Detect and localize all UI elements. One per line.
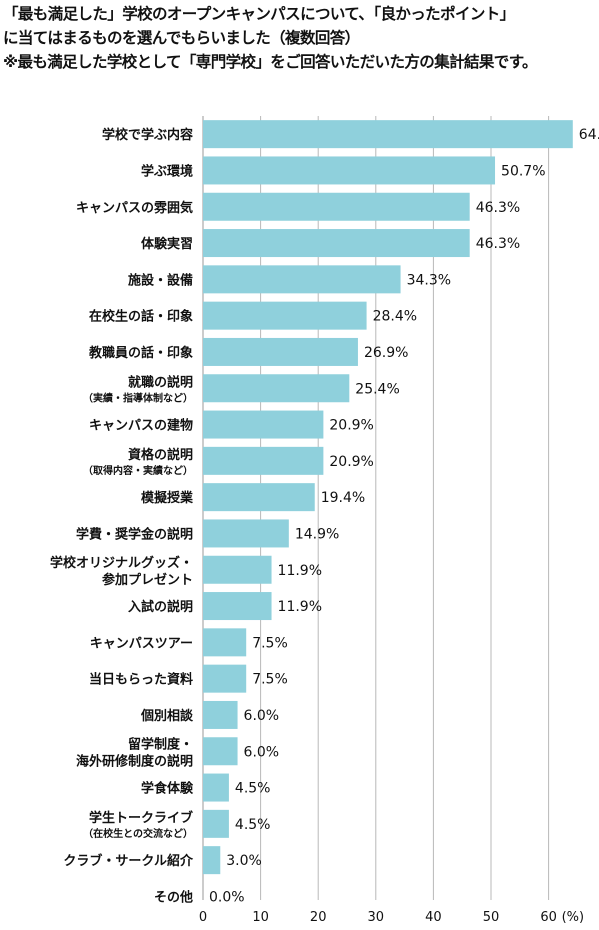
x-tick-label-20: 20 (310, 910, 327, 925)
bar-5 (203, 301, 367, 330)
title-line-2: に当てはまるものを選んでもらいました（複数回答） (3, 29, 360, 47)
value-label-7: 25.4% (355, 381, 399, 397)
x-tick-label-60: 60 (540, 910, 557, 925)
value-label-3: 46.3% (476, 236, 520, 252)
category-sublabel-7: （実績・指導体制など） (83, 391, 193, 404)
x-tick-label-50: 50 (483, 910, 500, 925)
value-label-10: 19.4% (321, 490, 365, 506)
x-tick-label-10: 10 (252, 910, 269, 925)
category-label-9: 資格の説明 (128, 447, 193, 463)
bar-16 (203, 700, 238, 729)
bar-2 (203, 192, 470, 221)
category-sublabel-19: （在校生との交流など） (83, 827, 193, 840)
bar-3 (203, 229, 470, 258)
value-label-14: 7.5% (252, 635, 288, 651)
x-tick-label-30: 30 (368, 910, 385, 925)
category-label-12: 学校オリジナルグッズ・ (50, 555, 193, 571)
value-label-11: 14.9% (295, 526, 339, 542)
value-label-8: 20.9% (329, 418, 373, 434)
category-label-16: 個別相談 (140, 708, 194, 724)
bar-10 (203, 483, 315, 512)
category-label-5: 在校生の話・印象 (89, 309, 193, 325)
bar-11 (203, 519, 289, 548)
value-label-17: 6.0% (244, 744, 280, 760)
title-line-1: 「最も満足した」学校のオープンキャンパスについて、「良かったポイント」 (3, 5, 515, 23)
bar-7 (203, 374, 350, 403)
category-label-6: 教職員の話・印象 (88, 345, 193, 361)
value-label-0: 64.2% (579, 127, 599, 143)
category-label-0: 学校で学ぶ内容 (102, 127, 193, 143)
bar-9 (203, 446, 324, 475)
category-label-10: 模擬授業 (141, 490, 194, 506)
category-label-13: 入試の説明 (128, 599, 193, 615)
value-label-5: 28.4% (373, 309, 417, 325)
bar-6 (203, 337, 358, 366)
bar-17 (203, 737, 238, 766)
category-label-2: キャンパスの雰囲気 (76, 200, 193, 216)
category-label-4: 施設・設備 (128, 272, 193, 288)
category-label-8: キャンパスの建物 (89, 418, 193, 434)
value-label-20: 3.0% (226, 853, 262, 869)
value-label-4: 34.3% (407, 272, 451, 288)
value-label-13: 11.9% (278, 599, 322, 615)
value-label-18: 4.5% (235, 781, 271, 797)
category-label-11: 学費・奨学金の説明 (76, 526, 193, 542)
category-label-19: 学生トークライブ (89, 810, 193, 826)
x-axis-unit: (%) (562, 910, 585, 925)
bar-14 (203, 628, 247, 657)
category-label-1: 学ぶ環境 (141, 163, 193, 179)
category-label-15: 当日もらった資料 (89, 672, 193, 688)
category-label-20: クラブ・サークル紹介 (63, 853, 194, 869)
value-label-21: 0.0% (209, 889, 245, 905)
x-tick-label-0: 0 (199, 910, 207, 925)
value-label-16: 6.0% (244, 708, 280, 724)
value-label-6: 26.9% (364, 345, 408, 361)
bar-20 (203, 846, 221, 875)
bar-8 (203, 410, 324, 439)
bar-19 (203, 809, 229, 838)
value-label-9: 20.9% (329, 454, 373, 470)
bar-4 (203, 265, 401, 294)
value-label-19: 4.5% (235, 817, 271, 833)
category-label-17: 留学制度・ (128, 736, 193, 752)
bar-1 (203, 156, 496, 185)
bar-15 (203, 664, 247, 693)
category-label-line2-17: 海外研修制度の説明 (76, 753, 193, 769)
title-line-3: ※最も満足した学校として「専門学校」をご回答いただいた方の集計結果です。 (3, 53, 538, 71)
category-label-7: 就職の説明 (128, 374, 193, 390)
bar-13 (203, 592, 272, 621)
category-label-3: 体験実習 (141, 236, 193, 252)
bar-0 (203, 120, 573, 149)
category-sublabel-9: （取得内容・実績など） (83, 464, 193, 477)
chart-title: 「最も満足した」学校のオープンキャンパスについて、「良かったポイント」 に当ては… (3, 2, 597, 74)
value-label-2: 46.3% (476, 200, 520, 216)
bar-12 (203, 555, 272, 584)
category-label-21: その他 (154, 889, 193, 905)
value-label-1: 50.7% (501, 163, 545, 179)
value-label-15: 7.5% (252, 672, 288, 688)
category-label-14: キャンパスツアー (90, 636, 193, 651)
category-label-line2-12: 参加プレゼント (102, 572, 193, 588)
bar-18 (203, 773, 229, 802)
x-tick-label-40: 40 (425, 910, 442, 925)
category-label-18: 学食体験 (141, 781, 194, 797)
value-label-12: 11.9% (278, 563, 322, 579)
